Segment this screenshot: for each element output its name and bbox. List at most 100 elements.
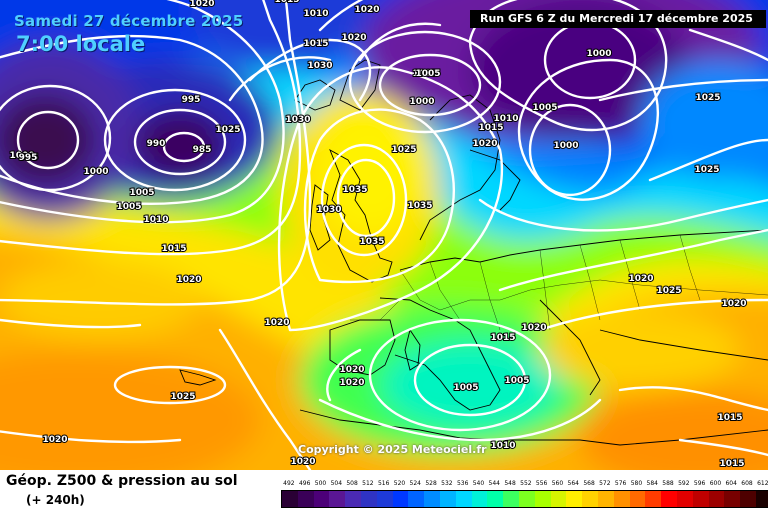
isobar-label: 1005 (129, 188, 154, 198)
color-scale-label: 536 (456, 480, 469, 487)
color-scale-label: 572 (599, 480, 611, 487)
color-scale-swatch (566, 491, 583, 507)
color-scale-swatch (471, 491, 488, 507)
color-scale-label: 604 (725, 480, 737, 487)
color-scale-swatch (708, 491, 725, 507)
color-scale-label: 596 (693, 480, 706, 487)
isobar-label: 1015 (719, 459, 744, 469)
forecast-lead-time: (+ 240h) (26, 493, 85, 507)
isobar-label: 995 (182, 95, 201, 105)
isobar-label: 1005 (415, 69, 440, 79)
isobar-label: 1010 (303, 9, 328, 19)
color-scale-label: 560 (551, 480, 564, 487)
color-scale-swatch (724, 491, 741, 507)
isobar-label: 1035 (342, 185, 367, 195)
color-scale-label: 496 (298, 480, 311, 487)
color-scale-label: 508 (346, 480, 358, 487)
isobar-label: 1020 (189, 0, 214, 9)
isobar-label: 1000 (586, 49, 611, 59)
isobar-label: 1020 (521, 323, 546, 333)
isobar-label: 1020 (339, 378, 364, 388)
isobar-label: 1025 (694, 165, 719, 175)
isobar-label: 1015 (478, 123, 503, 133)
isobar-label: 1025 (656, 286, 681, 296)
color-scale-label: 568 (583, 480, 595, 487)
isobar-label: 1000 (83, 167, 108, 177)
isobar-label: 990 (147, 139, 166, 149)
color-scale-swatch (613, 491, 630, 507)
color-scale-label: 524 (409, 480, 421, 487)
color-scale-label: 528 (425, 480, 437, 487)
color-scale-label: 520 (393, 480, 406, 487)
color-scale-swatch (329, 491, 346, 507)
color-scale-label: 516 (377, 480, 390, 487)
isobar-label: 1010 (493, 114, 518, 124)
isobar-label: 1005 (504, 376, 529, 386)
color-scale-swatch (597, 491, 614, 507)
isobar-label: 1005 (412, 69, 437, 79)
country-borders (350, 234, 768, 331)
color-scale-swatch (376, 491, 393, 507)
color-scale-swatch (503, 491, 519, 507)
isobar-label: 1000 (553, 141, 578, 151)
isobar-label: 1005 (532, 103, 557, 113)
isobar-label: 1020 (176, 275, 201, 285)
color-scale-swatch (424, 491, 440, 507)
color-scale-swatch (645, 491, 662, 507)
color-scale-swatch (392, 491, 409, 507)
isobar-label: 1000 (9, 151, 34, 161)
isobar-label: 1015 (303, 39, 328, 49)
isobar-label: 985 (193, 145, 212, 155)
isobar-label: 1030 (285, 115, 310, 125)
color-scale-swatch (282, 491, 298, 507)
isobar-label: 1020 (628, 274, 653, 284)
color-scale-swatch (534, 491, 551, 507)
color-scale-label: 612 (757, 480, 768, 487)
color-scale-label: 600 (709, 480, 722, 487)
color-scale-label: 544 (488, 480, 500, 487)
legend-footer: Géop. Z500 & pression au sol (+ 240h) 49… (0, 470, 768, 512)
isobar-label: 1010 (143, 215, 168, 225)
isobar-label: 1020 (472, 139, 497, 149)
color-scale-labels: 492 496 500 504 508 512 516 520 524 528 532 536 540 5… (281, 480, 768, 490)
isobar-label: 1020 (42, 435, 67, 445)
color-scale-swatch (582, 491, 598, 507)
color-scale-swatch (676, 491, 693, 507)
color-scale-label: 576 (614, 480, 627, 487)
forecast-local-time: 7:00 locale (16, 32, 146, 56)
isobar-label: 1005 (453, 383, 478, 393)
isobar-label: 1025 (215, 125, 240, 135)
color-scale-label: 580 (630, 480, 643, 487)
isobar-label: 995 (20, 153, 39, 163)
color-scale-label: 504 (330, 480, 343, 487)
isobar-label: 995 (19, 153, 38, 163)
color-scale-label: 556 (535, 480, 548, 487)
color-scale-swatch (455, 491, 472, 507)
color-scale-label: 512 (362, 480, 374, 487)
isobar-label: 1020 (264, 318, 289, 328)
color-scale-label: 584 (646, 480, 658, 487)
isobar-label: 1030 (307, 61, 332, 71)
color-scale-swatch (487, 491, 504, 507)
color-scale-label: 608 (741, 480, 753, 487)
color-scale-swatch (661, 491, 677, 507)
color-scale-bar (281, 490, 768, 508)
color-scale-swatch (297, 491, 314, 507)
isobar-label: 1030 (316, 205, 341, 215)
isobar-label: 1015 (274, 0, 299, 5)
isobar-label: 1015 (161, 244, 186, 254)
color-scale-label: 592 (678, 480, 690, 487)
color-scale-swatch (408, 491, 425, 507)
isobar-label: 1025 (391, 145, 416, 155)
color-scale-label: 500 (314, 480, 327, 487)
isobar-label: 1020 (721, 299, 746, 309)
isobar-label: 1020 (341, 33, 366, 43)
color-scale-label: 552 (520, 480, 532, 487)
color-scale-swatch (439, 491, 456, 507)
isobar-label: 1010 (490, 441, 515, 451)
color-scale-swatch (345, 491, 361, 507)
color-scale-label: 588 (662, 480, 674, 487)
